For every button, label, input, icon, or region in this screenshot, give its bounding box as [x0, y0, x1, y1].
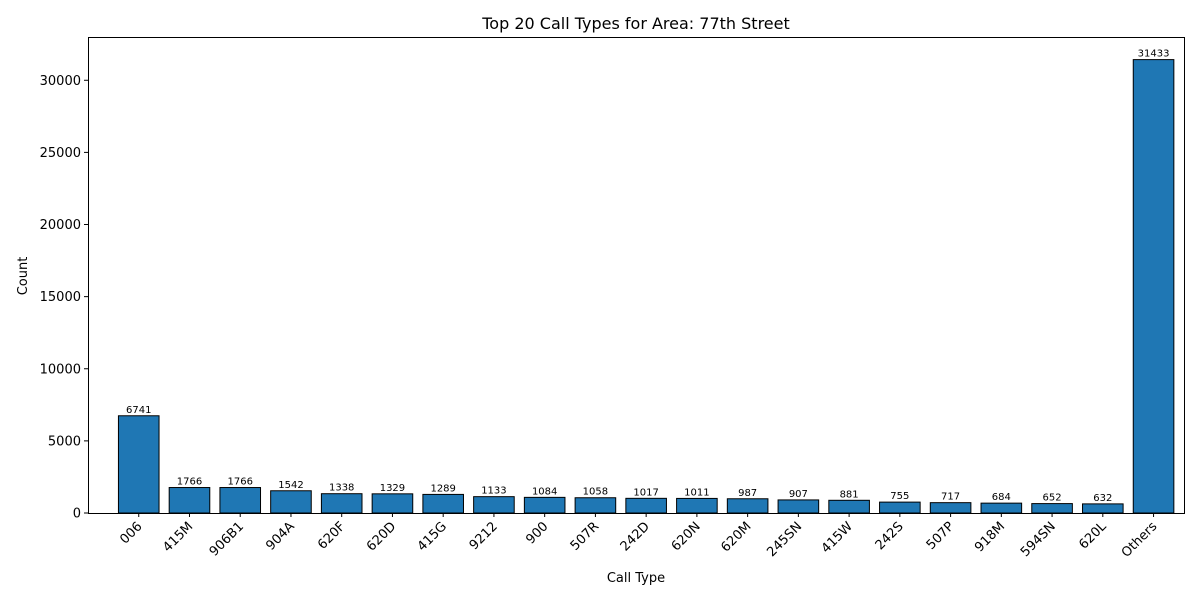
- bar-value-label: 684: [992, 492, 1011, 503]
- x-tick-label: 620M: [718, 519, 754, 555]
- plot-frame: [88, 37, 1185, 514]
- bar-value-label: 987: [738, 488, 757, 499]
- bar: [168, 487, 211, 514]
- bar: [219, 487, 262, 514]
- bar-value-label: 1017: [633, 487, 658, 498]
- chart-title: Top 20 Call Types for Area: 77th Street: [481, 14, 790, 33]
- bar: [320, 493, 363, 514]
- x-tick-label: 415W: [819, 519, 856, 556]
- bar-value-label: 1766: [227, 477, 252, 488]
- y-axis-label: Count: [16, 257, 31, 296]
- bar-value-label: 1338: [329, 483, 354, 494]
- bar: [1132, 59, 1175, 514]
- x-tick-label: 245SN: [764, 519, 805, 560]
- x-axis-label: Call Type: [607, 571, 665, 586]
- bar: [1031, 503, 1073, 514]
- bar: [879, 501, 921, 514]
- bar: [523, 496, 566, 514]
- bar: [726, 498, 769, 514]
- bar-value-label: 881: [840, 489, 859, 500]
- x-tick-label: 918M: [972, 519, 1008, 555]
- bar: [980, 502, 1023, 514]
- bar: [1082, 503, 1124, 514]
- bar-value-label: 1058: [583, 487, 608, 498]
- bar: [117, 415, 160, 514]
- bar-value-label: 1011: [684, 487, 709, 498]
- x-tick-label: 9212: [467, 519, 501, 553]
- x-tick-label: 594SN: [1018, 519, 1059, 560]
- bar: [574, 497, 617, 514]
- x-tick-label: 006: [117, 519, 145, 547]
- bar-value-label: 31433: [1138, 49, 1170, 60]
- y-tick-label: 5000: [48, 434, 81, 449]
- x-tick-label: 904A: [263, 519, 298, 554]
- x-tick-label: 415M: [160, 519, 196, 555]
- x-tick-label: 900: [523, 519, 551, 547]
- bar: [828, 499, 870, 514]
- bar-value-label: 652: [1043, 493, 1062, 504]
- y-tick-label: 10000: [40, 362, 81, 377]
- bar-value-label: 717: [941, 492, 960, 503]
- bar-value-label: 1329: [380, 483, 405, 494]
- bar: [676, 497, 718, 514]
- x-tick-label: 507R: [568, 519, 603, 554]
- bar-value-labels: 6741 1766 1766 1542 1338 1329 1289 1133 1084 1058…: [126, 49, 1169, 504]
- bar: [270, 490, 312, 514]
- x-tick-label: 242D: [618, 519, 653, 554]
- bar-value-label: 907: [789, 489, 808, 500]
- y-tick-label: 25000: [40, 146, 81, 161]
- bar: [473, 496, 515, 514]
- bar-value-label: 1084: [532, 486, 557, 497]
- x-tick-label: 906B1: [207, 519, 247, 559]
- x-tick-label: Others: [1119, 519, 1161, 561]
- y-axis: 0 5000 10000 15000 20000 25000 30000: [40, 74, 88, 522]
- y-tick-label: 0: [73, 507, 81, 522]
- x-tick-label: 242S: [873, 519, 907, 553]
- bars-group: [117, 59, 1175, 514]
- x-tick-label: 620L: [1076, 519, 1110, 553]
- bar-value-label: 1542: [278, 480, 303, 491]
- bar-value-label: 632: [1093, 493, 1112, 504]
- bar-value-label: 755: [890, 491, 909, 502]
- y-tick-label: 30000: [40, 74, 81, 89]
- x-axis: 006 415M 906B1 904A 620F 620D 415G 9212 900 507R 2…: [117, 513, 1161, 561]
- y-tick-label: 20000: [40, 218, 81, 233]
- x-tick-label: 415G: [415, 519, 450, 554]
- x-tick-label: 620N: [669, 519, 704, 554]
- bar: [422, 493, 464, 514]
- bar: [777, 499, 820, 514]
- bar: [625, 497, 667, 514]
- x-tick-label: 507P: [924, 519, 958, 553]
- bar-value-label: 1766: [177, 477, 202, 488]
- x-tick-label: 620D: [364, 519, 399, 554]
- bar-value-label: 1289: [430, 483, 455, 494]
- bar: [371, 493, 414, 514]
- x-tick-label: 620F: [315, 519, 348, 552]
- bar-value-label: 1133: [481, 486, 506, 497]
- bar-value-label: 6741: [126, 405, 151, 416]
- bar: [929, 502, 972, 514]
- y-tick-label: 15000: [40, 290, 81, 305]
